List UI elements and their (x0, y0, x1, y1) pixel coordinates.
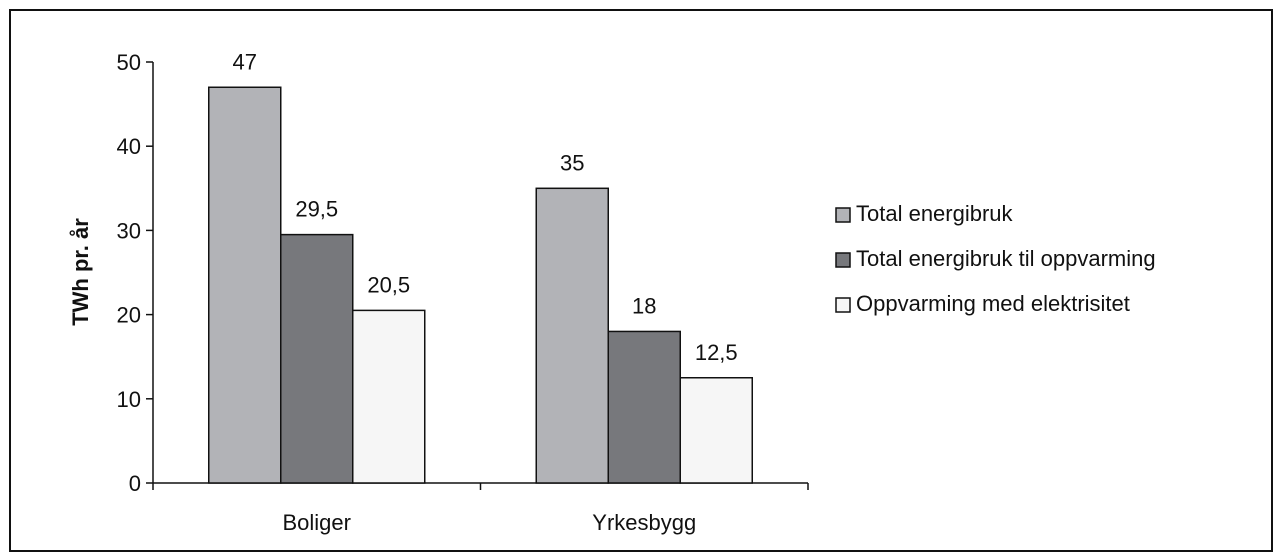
legend-label: Oppvarming med elektrisitet (856, 291, 1130, 316)
y-axis: 0 10 20 30 40 50 (117, 50, 154, 496)
category-label: Boliger (283, 510, 351, 535)
legend-swatch (835, 252, 851, 268)
data-label: 35 (560, 150, 584, 175)
x-axis: Boliger Yrkesbygg (152, 482, 809, 535)
y-tick-label: 40 (117, 134, 141, 159)
y-tick-label: 0 (129, 471, 141, 496)
data-label: 12,5 (695, 340, 738, 365)
data-label: 47 (233, 49, 257, 74)
bars: 47 35 29,5 18 20,5 12,5 (208, 49, 753, 484)
legend-swatch (835, 207, 851, 223)
legend: Total energibruk Total energibruk til opp… (835, 201, 1156, 316)
bar (352, 309, 426, 484)
data-label: 18 (632, 293, 656, 318)
y-tick-label: 30 (117, 218, 141, 243)
y-axis-label: TWh pr. år (68, 218, 93, 326)
y-tick-label: 20 (117, 303, 141, 328)
bar (535, 187, 609, 484)
y-tick-label: 10 (117, 387, 141, 412)
data-label: 29,5 (295, 197, 338, 222)
data-label: 20,5 (367, 272, 410, 297)
bar (208, 86, 282, 484)
legend-label: Total energibruk (856, 201, 1014, 226)
legend-label: Total energibruk til oppvarming (856, 246, 1156, 271)
bar (679, 377, 753, 484)
category-label: Yrkesbygg (592, 510, 696, 535)
bar (280, 233, 354, 484)
legend-swatch (835, 297, 851, 313)
bar (607, 330, 681, 484)
y-tick-label: 50 (117, 50, 141, 75)
